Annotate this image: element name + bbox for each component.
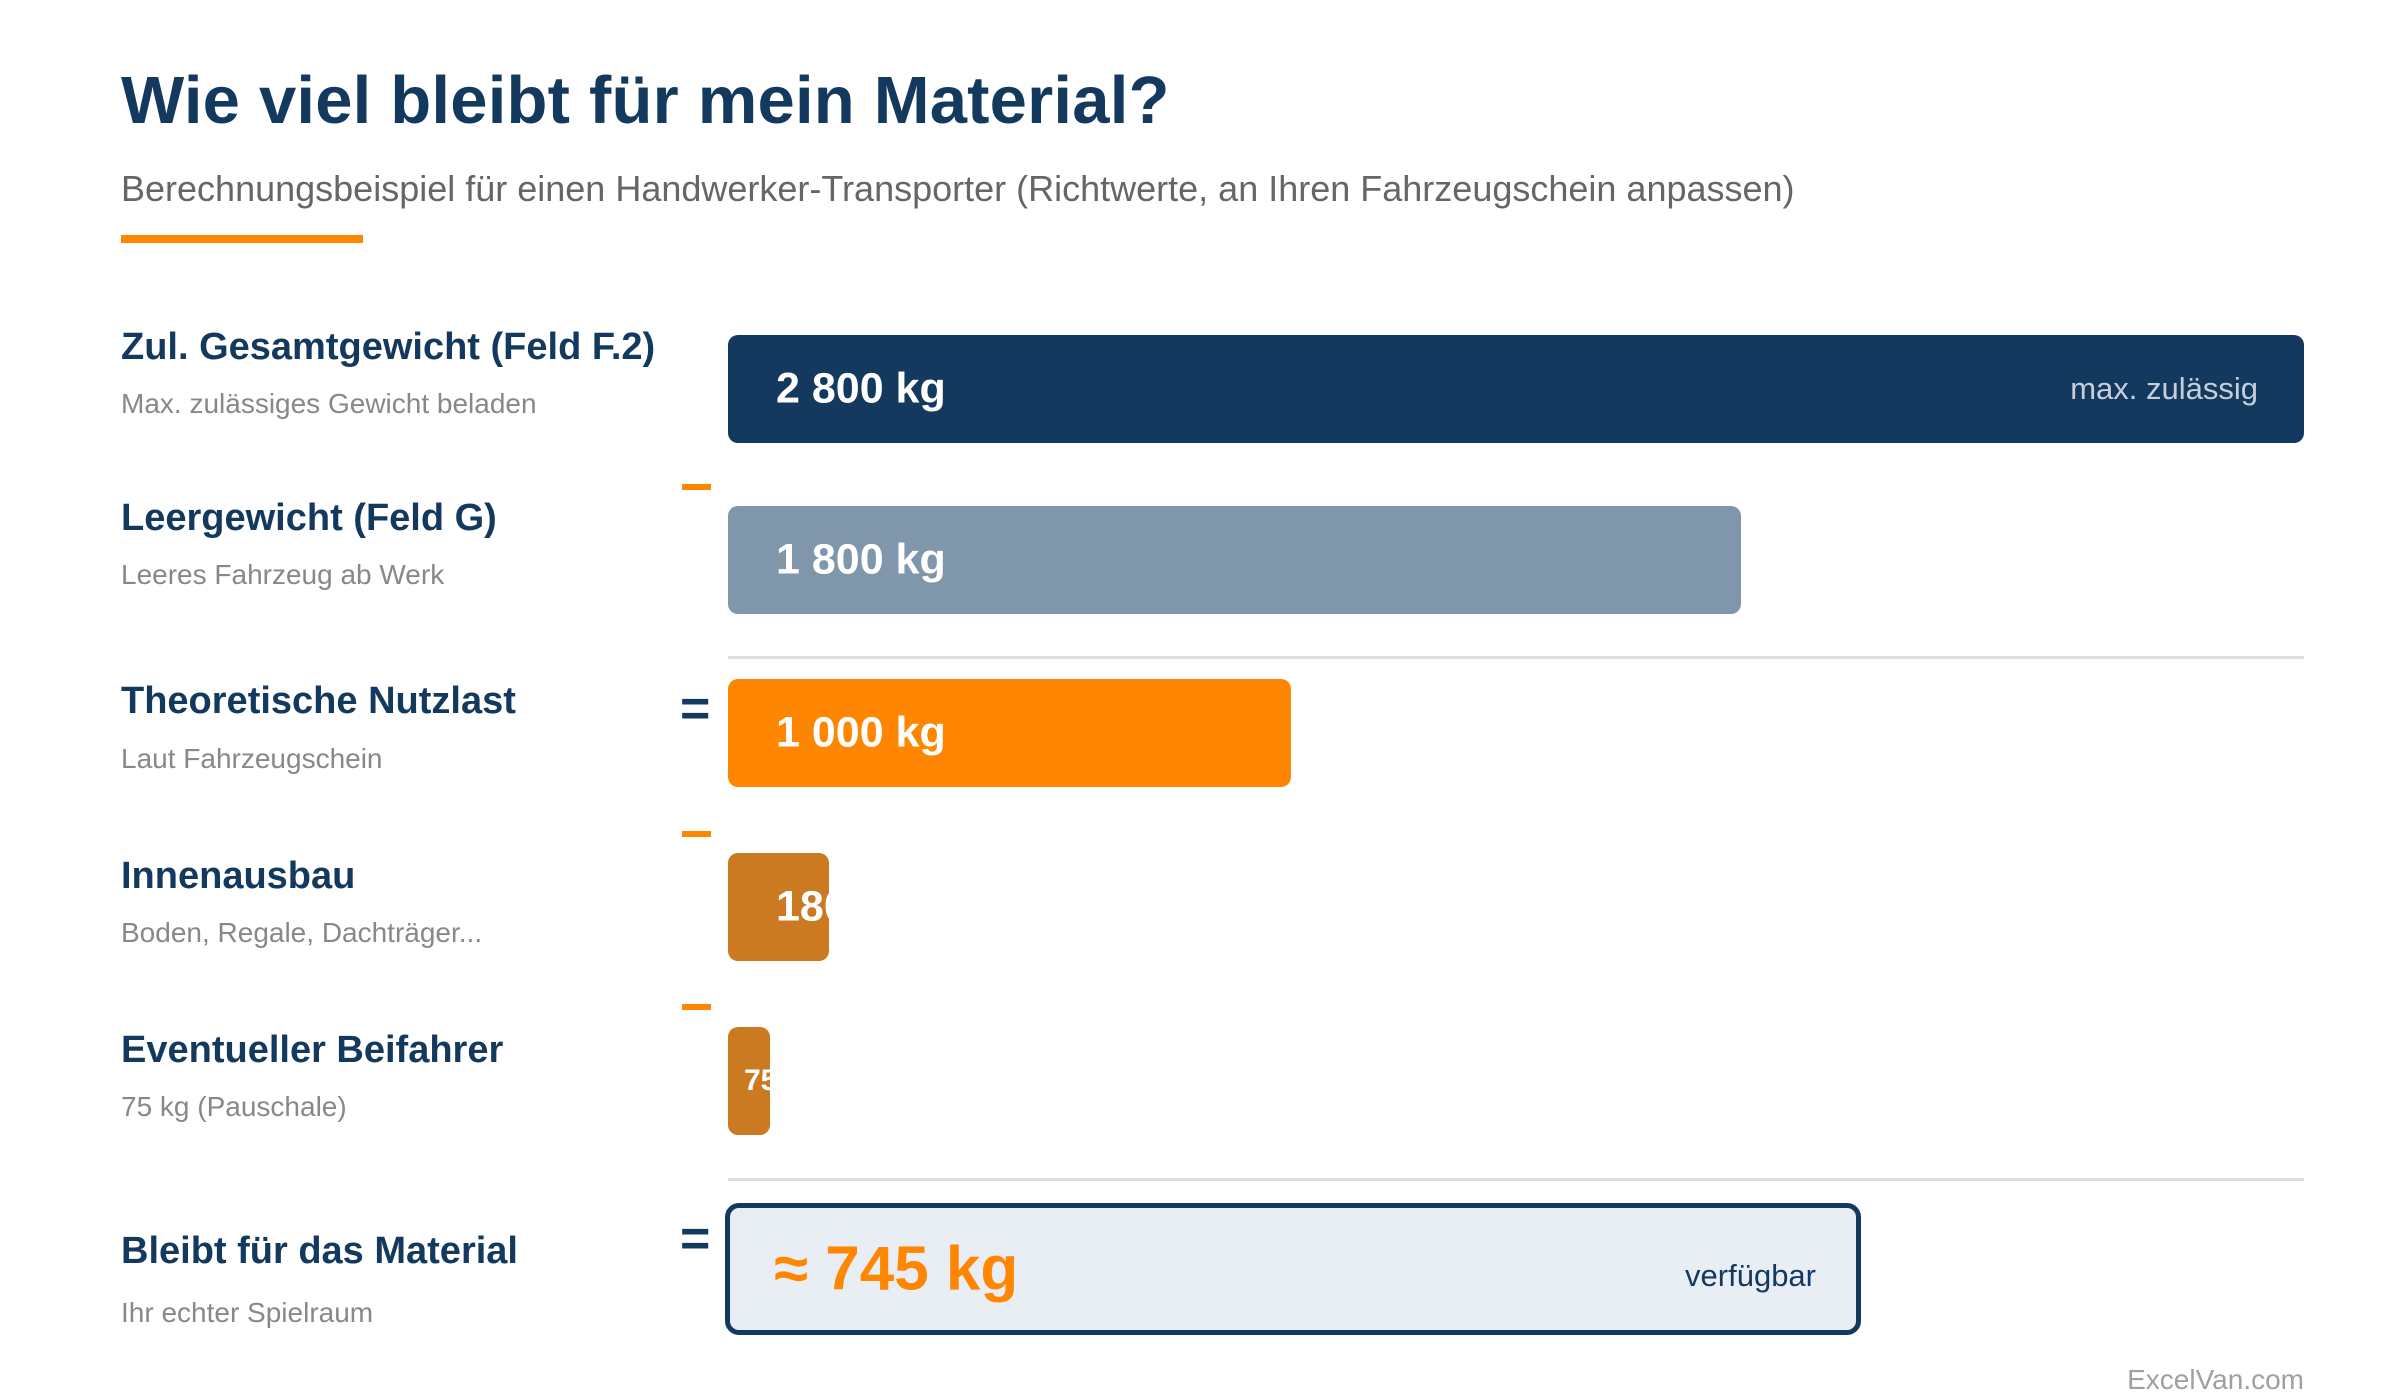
row-label-nutzlast: Theoretische Nutzlast	[121, 680, 516, 722]
equals-operator-nutzlast: =	[680, 680, 711, 738]
minus-operator-beifahrer	[682, 1004, 711, 1010]
minus-operator-leergewicht	[682, 484, 711, 490]
row-label-leergewicht: Leergewicht (Feld G)	[121, 497, 497, 539]
chart-title: Wie viel bleibt für mein Material?	[121, 63, 1170, 138]
row-label-gesamtgewicht: Zul. Gesamtgewicht (Feld F.2)	[121, 326, 656, 368]
row-desc-gesamtgewicht: Max. zulässiges Gewicht beladen	[121, 388, 537, 419]
result-box-material: ≈ 745 kg verfügbar	[725, 1203, 1861, 1335]
row-desc-leergewicht: Leeres Fahrzeug ab Werk	[121, 559, 445, 590]
chart-subtitle: Berechnungsbeispiel für einen Handwerker…	[121, 168, 1795, 209]
bar-leergewicht: 1 800 kg	[728, 506, 1741, 614]
bar-nutzlast: 1 000 kg	[728, 679, 1291, 787]
row-desc-innenausbau: Boden, Regale, Dachträger...	[121, 917, 483, 948]
minus-operator-innenausbau	[682, 831, 711, 837]
row-desc-beifahrer: 75 kg (Pauschale)	[121, 1091, 347, 1122]
title-accent-line	[121, 235, 363, 243]
bar-value-beifahrer: 75	[744, 1064, 778, 1097]
equals-operator-material: =	[680, 1210, 711, 1268]
row-label-material: Bleibt für das Material	[121, 1230, 518, 1272]
divider-line	[728, 656, 2304, 659]
bar-beifahrer: 75	[728, 1027, 777, 1135]
bar-innenausbau: 180 kg	[728, 853, 910, 961]
result-value-material: ≈ 745 kg	[774, 1234, 1019, 1304]
row-desc-material: Ihr echter Spielraum	[121, 1297, 374, 1328]
row-label-innenausbau: Innenausbau	[121, 855, 356, 897]
divider-line	[728, 1178, 2304, 1181]
bar-value-nutzlast: 1 000 kg	[776, 708, 946, 757]
footer-source: ExcelVan.com	[2127, 1364, 2304, 1395]
bar-value-gesamtgewicht: 2 800 kg	[776, 364, 946, 413]
bar-gesamtgewicht: 2 800 kg max. zulässig	[728, 335, 2304, 443]
bar-value-innenausbau: 180 kg	[776, 882, 910, 931]
bar-value-leergewicht: 1 800 kg	[776, 535, 946, 584]
bar-note-max-zulaessig: max. zulässig	[2070, 371, 2258, 406]
row-desc-nutzlast: Laut Fahrzeugschein	[121, 743, 383, 774]
result-note-verfuegbar: verfügbar	[1685, 1258, 1816, 1294]
row-label-beifahrer: Eventueller Beifahrer	[121, 1029, 504, 1071]
